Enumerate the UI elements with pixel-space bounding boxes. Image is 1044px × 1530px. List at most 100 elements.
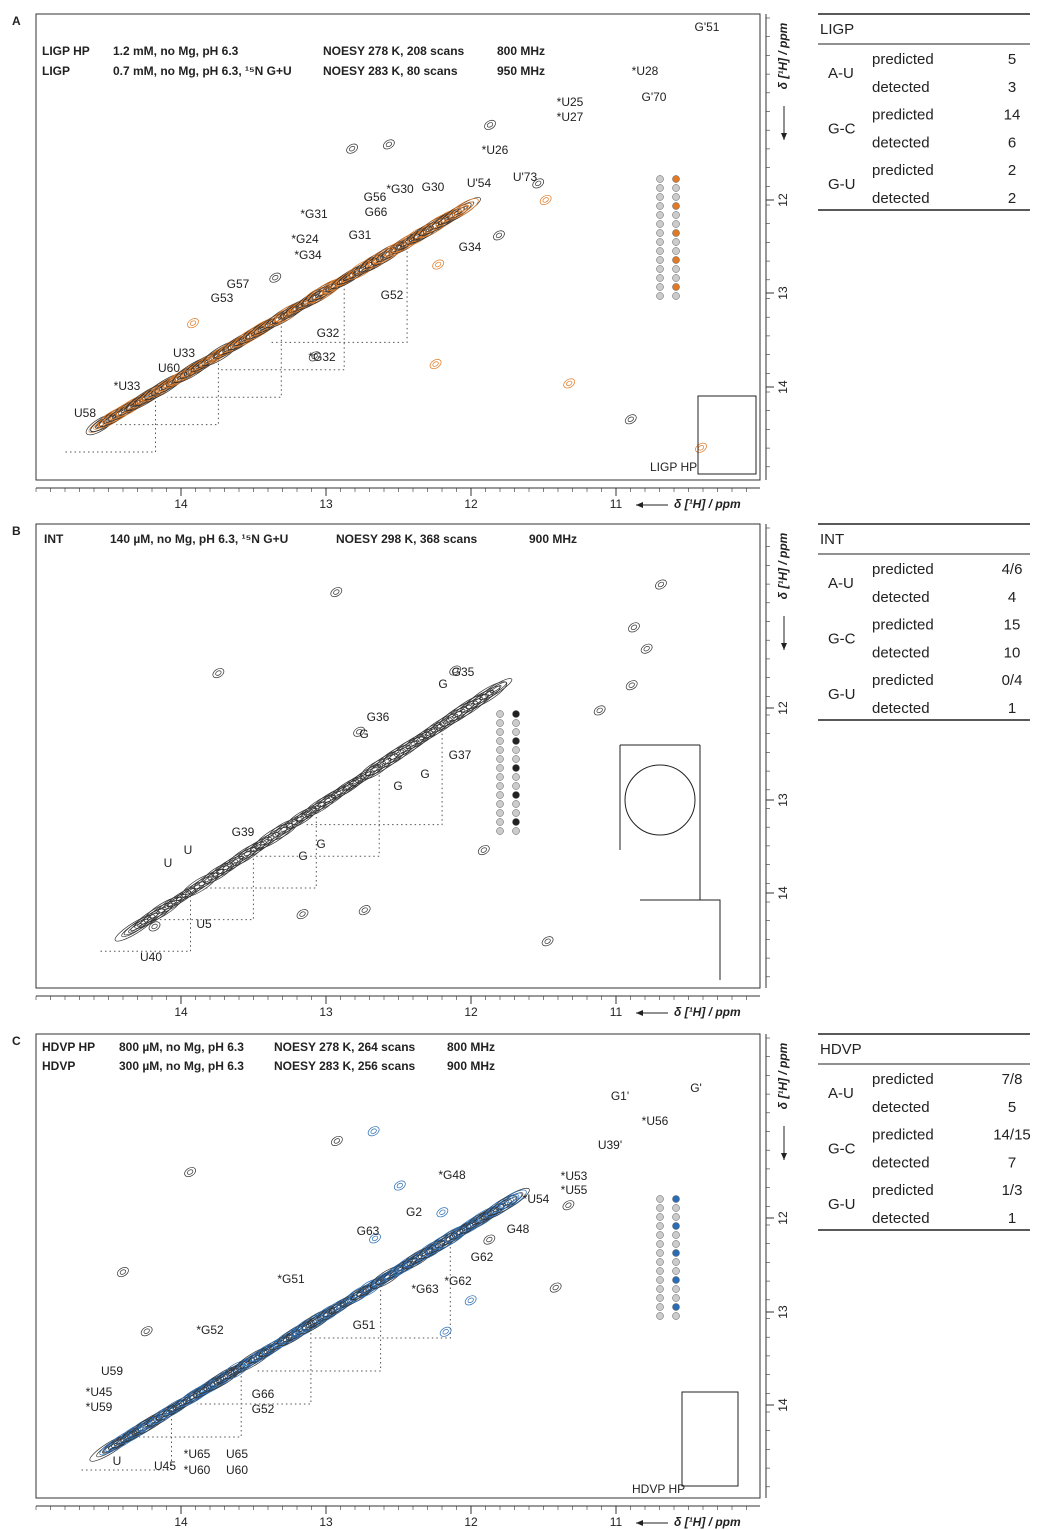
row-label: detected: [872, 134, 930, 151]
row-label: predicted: [872, 162, 934, 179]
x-axis-label: δ [¹H] / ppm: [674, 497, 741, 511]
nucleotide: [673, 1295, 680, 1302]
peak-label: U'54: [467, 176, 492, 190]
peak-label: *U25: [557, 95, 584, 109]
nucleotide: [673, 1223, 680, 1230]
panel-label: A: [12, 14, 21, 28]
header-text: 140 µM, no Mg, pH 6.3, ¹⁵N G+U: [110, 532, 288, 546]
contour: [323, 782, 353, 804]
peak-label: *G52: [196, 1323, 224, 1337]
nucleotide: [673, 284, 680, 291]
y-tick-label: 13: [776, 1305, 790, 1319]
contour: [596, 707, 603, 714]
y-tick-label: 13: [776, 286, 790, 300]
panel: C14131211δ [¹H] / ppm121314δ [¹H] / ppmH…: [12, 1034, 1031, 1529]
nucleotide: [673, 194, 680, 201]
row-label: predicted: [872, 616, 934, 633]
peak-label: *G51: [277, 1272, 305, 1286]
peak-label: *U60: [184, 1463, 211, 1477]
peak-label: U60: [226, 1463, 248, 1477]
peak-label: G: [438, 677, 447, 691]
row-label: detected: [872, 589, 930, 606]
nucleotide: [513, 756, 520, 763]
contour: [335, 778, 360, 797]
contour: [393, 1179, 407, 1192]
nucleotide: [673, 1205, 680, 1212]
nucleotide: [657, 203, 664, 210]
contour: [431, 258, 445, 271]
nucleotide: [513, 729, 520, 736]
panel-label: C: [12, 1034, 21, 1048]
peak-label: *G24: [291, 232, 319, 246]
peak-label: *G32: [308, 350, 336, 364]
nucleotide: [497, 774, 504, 781]
nucleotide: [657, 1223, 664, 1230]
contour: [482, 1233, 496, 1246]
peak-label: G39: [232, 825, 255, 839]
peak-label: G51: [353, 1318, 376, 1332]
peak-label: G31: [349, 228, 372, 242]
peak-label: G: [420, 767, 429, 781]
peak-label: G36: [367, 710, 390, 724]
x-tick-label: 14: [174, 1005, 188, 1019]
table-title: INT: [820, 531, 844, 548]
row-value: 4/6: [1002, 561, 1023, 578]
x-tick-label: 14: [174, 1515, 188, 1529]
row-value: 6: [1008, 134, 1016, 151]
x-tick-label: 12: [464, 1515, 478, 1529]
contour: [486, 1236, 493, 1243]
x-axis-label: δ [¹H] / ppm: [674, 1515, 741, 1529]
nucleotide: [673, 185, 680, 192]
nucleotide: [673, 203, 680, 210]
nucleotide: [497, 765, 504, 772]
header-text: 800 MHz: [497, 44, 545, 58]
nucleotide: [657, 266, 664, 273]
peak-label: G34: [459, 240, 482, 254]
nucleotide: [673, 212, 680, 219]
y-axis-label: δ [¹H] / ppm: [776, 532, 790, 599]
peak-label: G: [298, 849, 307, 863]
header-text: NOESY 278 K, 264 scans: [274, 1040, 416, 1054]
peak-label: G48: [507, 1222, 530, 1236]
panel: B14131211δ [¹H] / ppm121314δ [¹H] / ppmI…: [12, 524, 1030, 1019]
contour: [562, 377, 576, 390]
row-value: 10: [1004, 644, 1021, 661]
contour: [370, 1128, 377, 1135]
contour: [435, 261, 442, 268]
contour: [432, 361, 439, 368]
nucleotide: [497, 711, 504, 718]
structure-label: LIGP HP: [650, 460, 697, 474]
row-label: detected: [872, 1154, 930, 1171]
nucleotide: [513, 747, 520, 754]
nucleotide: [497, 729, 504, 736]
header-text: HDVP: [42, 1059, 75, 1073]
peak-label: *U33: [114, 379, 141, 393]
peak-label: U59: [101, 1364, 123, 1378]
nucleotide: [513, 720, 520, 727]
nucleotide: [497, 747, 504, 754]
peak-label: G66: [252, 1387, 275, 1401]
x-tick-label: 13: [319, 497, 333, 511]
row-value: 2: [1008, 190, 1016, 207]
contour: [544, 938, 551, 945]
peak-label: U: [184, 843, 193, 857]
row-value: 14: [1004, 106, 1021, 123]
peak-label: G63: [357, 1224, 380, 1238]
row-value: 15: [1004, 616, 1021, 633]
arrow-head: [636, 1010, 643, 1016]
header-text: NOESY 283 K, 80 scans: [323, 64, 458, 78]
arrow-head: [636, 1520, 643, 1526]
pair-type: G-C: [828, 1140, 856, 1157]
row-label: detected: [872, 700, 930, 717]
nucleotide: [657, 1214, 664, 1221]
contour: [139, 1325, 153, 1338]
nucleotide: [657, 275, 664, 282]
nucleotide: [657, 1313, 664, 1320]
nucleotide: [657, 1268, 664, 1275]
x-tick-label: 12: [464, 1005, 478, 1019]
nucleotide: [657, 185, 664, 192]
nucleotide: [673, 230, 680, 237]
contour: [396, 1182, 403, 1189]
row-value: 5: [1008, 1099, 1016, 1116]
row-value: 0/4: [1002, 672, 1023, 689]
